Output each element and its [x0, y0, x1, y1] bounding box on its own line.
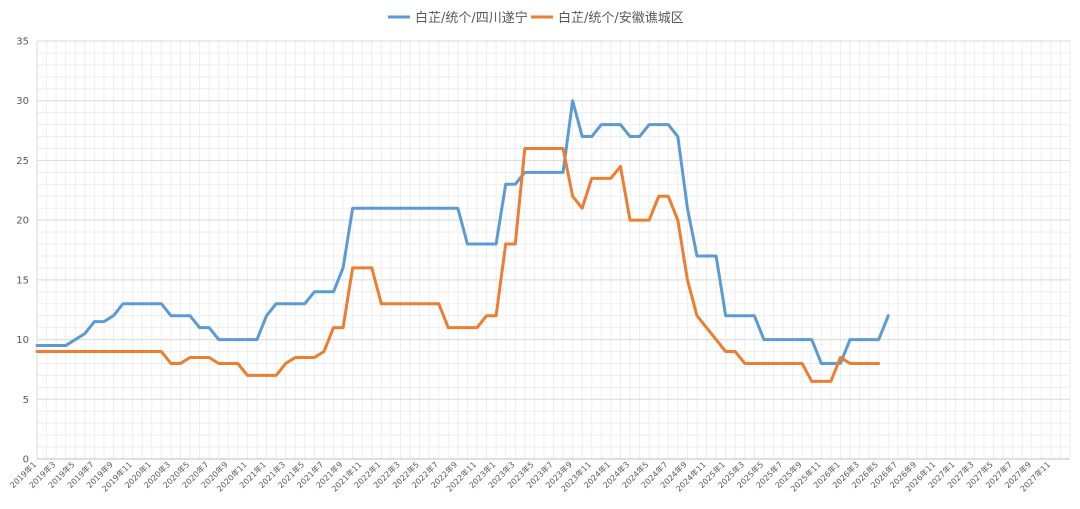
- gridlines: [36, 40, 1071, 460]
- legend: 白芷/统个/四川遂宁 白芷/统个/安徽谯城区: [388, 10, 684, 26]
- series-line-1: [35, 99, 890, 365]
- y-tick-label: 0: [23, 455, 29, 466]
- y-tick-label: 20: [16, 216, 29, 227]
- legend-label-1: 白芷/统个/四川遂宁: [415, 10, 528, 26]
- series-line-2: [35, 146, 881, 383]
- y-tick-label: 30: [16, 96, 29, 107]
- y-tick-label: 10: [16, 335, 29, 346]
- y-tick-label: 25: [16, 156, 29, 167]
- legend-label-2: 白芷/统个/安徽谯城区: [558, 10, 684, 26]
- axes: 051015202530352019年12019年32019年52019年720…: [8, 37, 1053, 494]
- y-tick-label: 5: [23, 395, 29, 406]
- y-tick-label: 35: [16, 37, 29, 48]
- series-lines: [35, 99, 890, 383]
- y-tick-label: 15: [16, 275, 29, 286]
